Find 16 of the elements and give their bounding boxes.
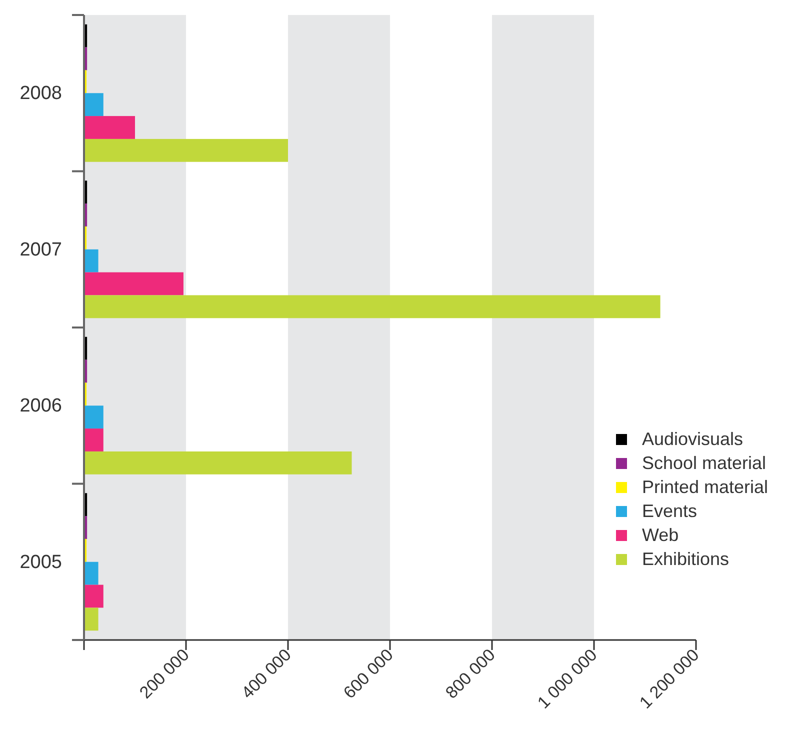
y-tick-label: 2007: [20, 239, 62, 260]
x-tick-label: 1 000 000: [534, 645, 601, 712]
legend-label: Web: [642, 525, 679, 545]
legend-label: School material: [642, 453, 766, 473]
x-tick-label: 800 000: [442, 645, 499, 702]
y-tick-label: 2005: [20, 552, 62, 573]
legend-label: Printed material: [642, 477, 768, 497]
legend-label: Audiovisuals: [642, 429, 744, 449]
legend-label: Events: [642, 501, 698, 521]
x-tick-label: 400 000: [238, 645, 295, 702]
x-tick-label: 600 000: [340, 645, 397, 702]
x-tick-label: 1 200 000: [636, 645, 703, 712]
y-tick-label: 2008: [20, 83, 62, 104]
legend-label: Exhibitions: [642, 549, 730, 569]
x-tick-label: 200 000: [136, 645, 193, 702]
y-tick-label: 2006: [20, 396, 62, 417]
